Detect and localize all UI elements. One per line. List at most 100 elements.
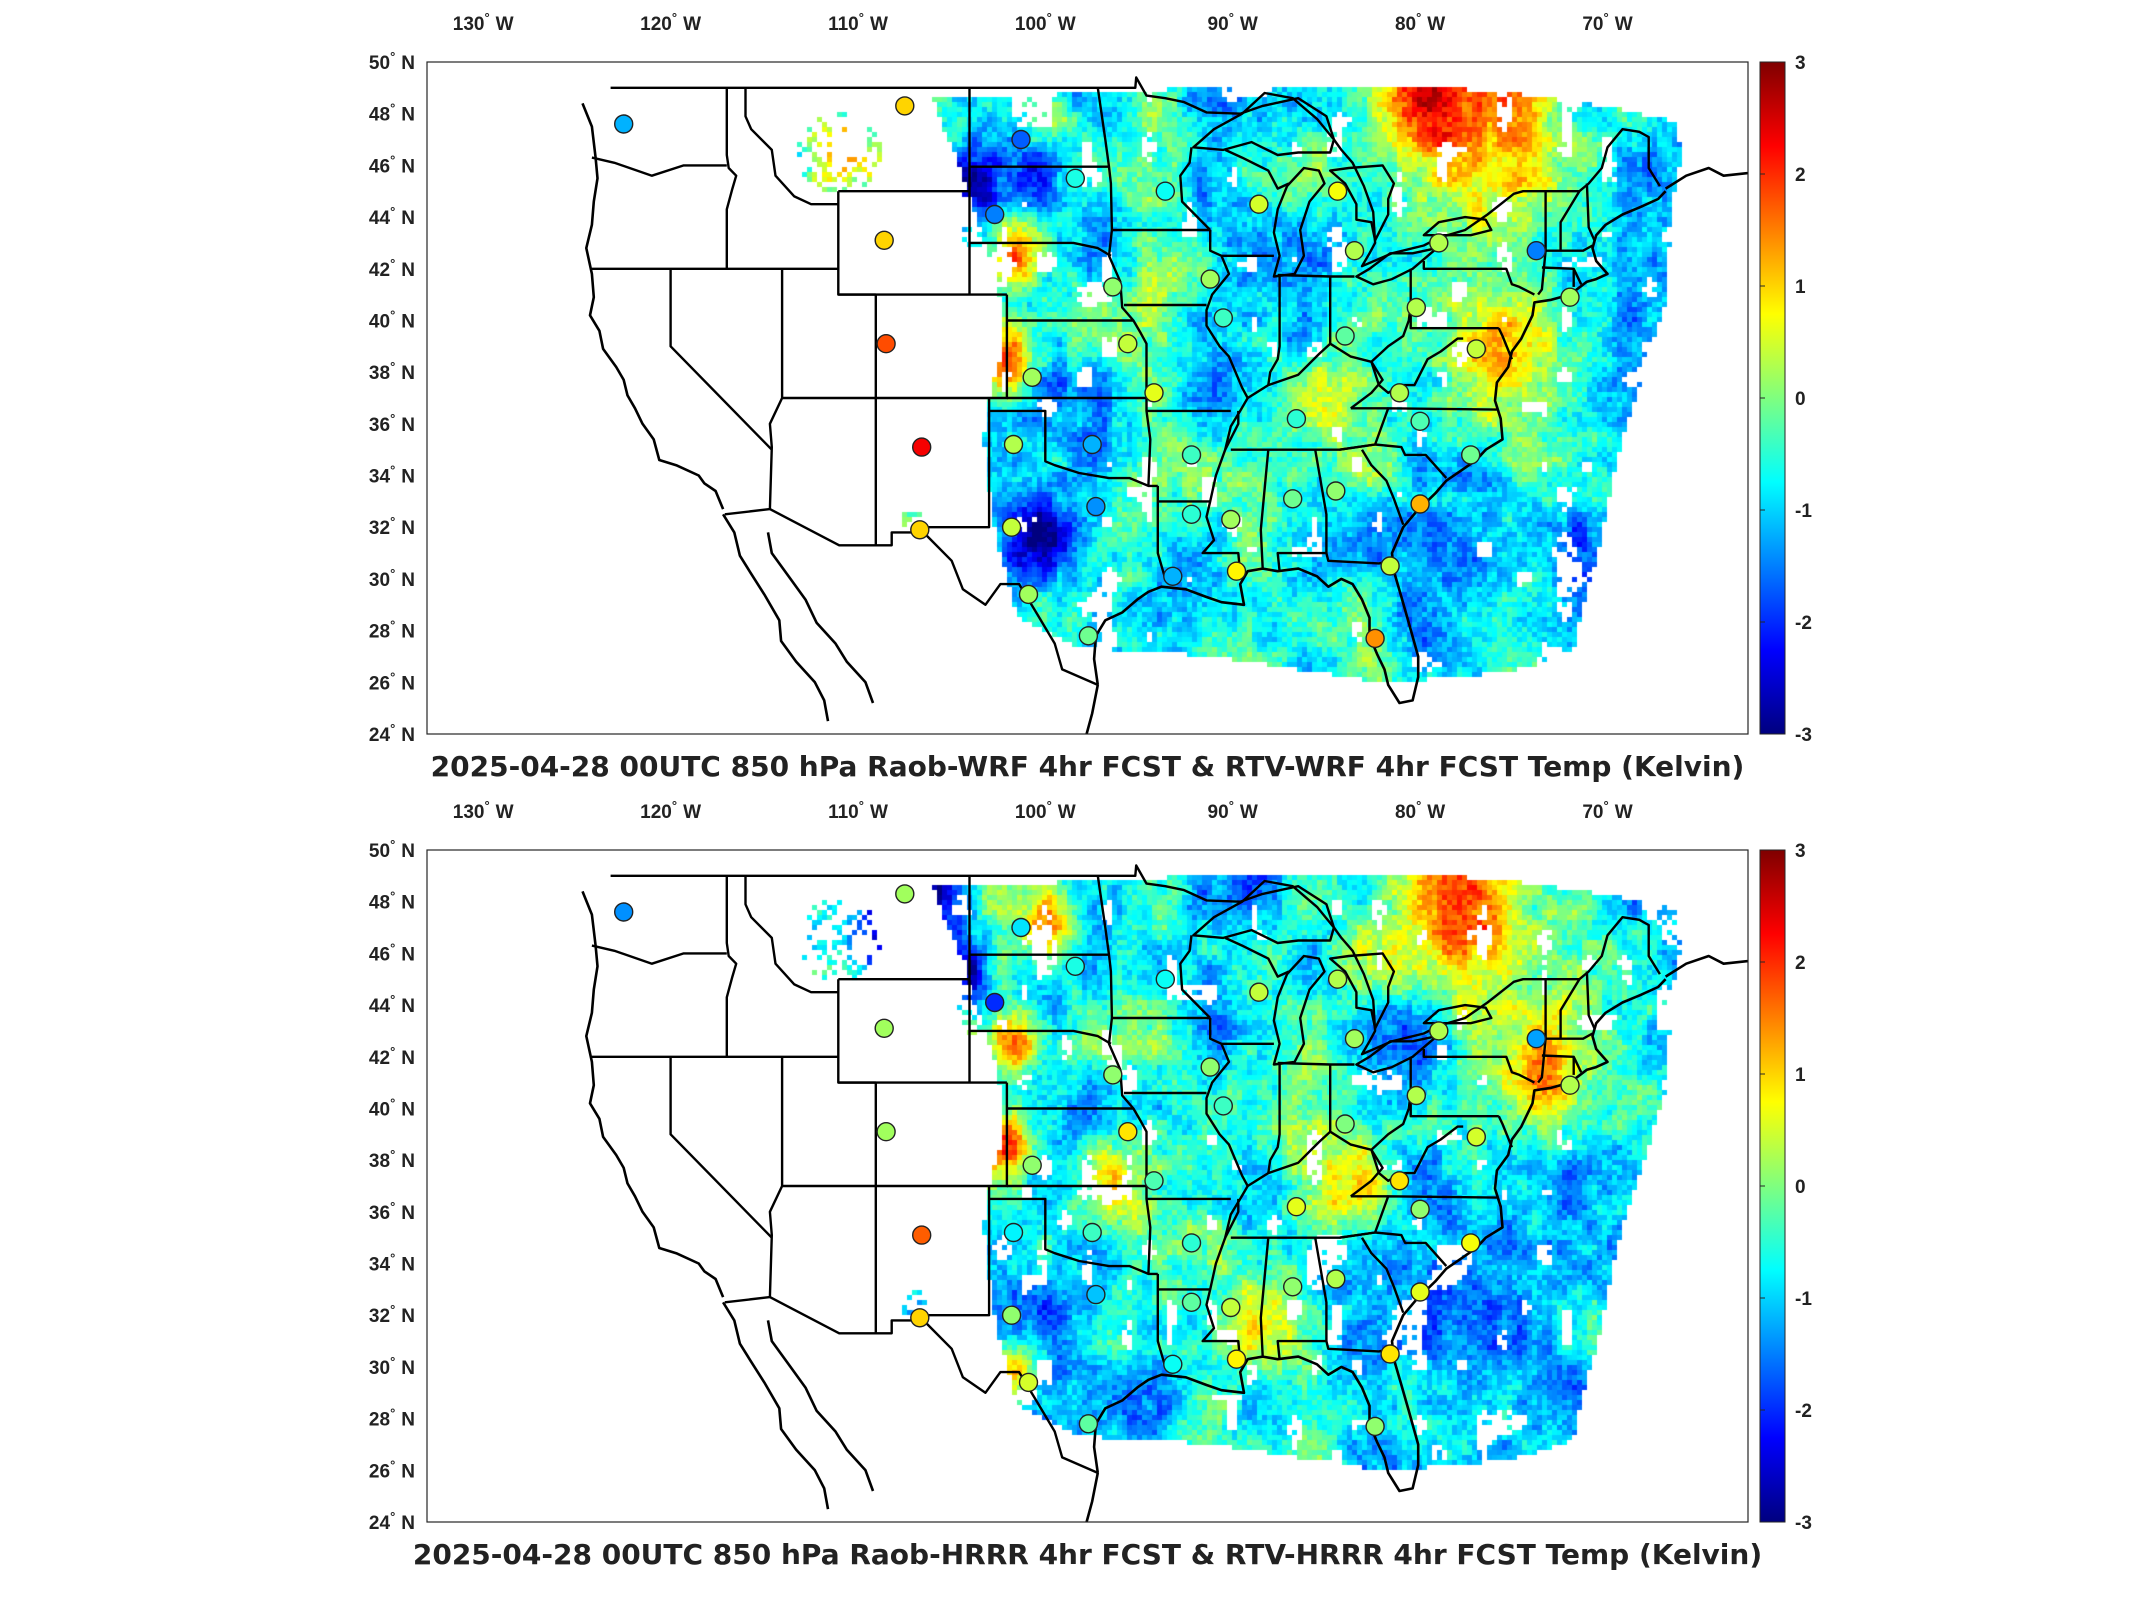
colorbar-tick-label: 3	[1795, 841, 1806, 862]
state-boundary	[1422, 1049, 1535, 1084]
raob-station-marker	[1429, 1021, 1449, 1041]
gulf-atlantic-coastline	[1092, 190, 1667, 705]
longitude-tick-label: 80° W	[1395, 10, 1445, 35]
state-boundary	[669, 1056, 773, 1239]
state-boundary	[1370, 304, 1412, 363]
raob-station-marker	[876, 1121, 896, 1142]
raob-station-marker	[912, 1225, 932, 1245]
raob-station-marker	[1365, 628, 1385, 649]
raob-station-marker	[1003, 1222, 1024, 1243]
raob-station-marker	[1466, 339, 1487, 359]
latitude-tick-label: 42° N	[369, 256, 415, 281]
raob-station-marker	[1001, 1305, 1022, 1325]
longitude-tick-label: 80° W	[1395, 798, 1445, 823]
raob-station-marker	[1344, 1028, 1365, 1049]
state-boundary	[1545, 244, 1594, 252]
great-lake-outline	[1192, 879, 1336, 945]
state-boundary	[1277, 1061, 1355, 1066]
state-boundary	[744, 87, 840, 206]
map-boundaries	[581, 76, 1748, 734]
raob-station-marker	[1526, 240, 1547, 261]
raob-station-marker	[874, 1018, 894, 1039]
great-lake-outline	[1272, 954, 1326, 1066]
colorbar-tick-label: -2	[1795, 1401, 1812, 1422]
latitude-tick-label: 48° N	[369, 101, 415, 126]
latitude-tick-label: 34° N	[369, 463, 415, 488]
state-boundary	[921, 1186, 991, 1317]
state-boundary	[1267, 1064, 1281, 1174]
great-lake-outline	[1422, 1003, 1493, 1025]
state-boundary	[1224, 936, 1290, 978]
raob-station-marker	[1335, 326, 1355, 346]
raob-station-marker	[1065, 168, 1086, 189]
raob-station-marker	[910, 1308, 930, 1328]
raob-station-marker	[1380, 1344, 1400, 1364]
raob-station-marker	[1082, 434, 1102, 455]
raob-station-marker	[1460, 445, 1481, 465]
colorbar-tick-label: 2	[1795, 165, 1806, 186]
state-boundary	[1559, 190, 1581, 251]
map-boundaries	[581, 864, 1748, 1522]
state-boundary	[1537, 979, 1547, 1084]
raob-stations	[614, 884, 1580, 1437]
state-boundary	[989, 1197, 1158, 1276]
raob-station-marker	[1022, 367, 1042, 387]
latitude-tick-label: 24° N	[369, 721, 415, 746]
canada-border	[610, 864, 1661, 1056]
state-boundary	[1350, 1149, 1384, 1198]
raob-station-marker	[1181, 445, 1202, 465]
state-boundary	[1339, 443, 1448, 479]
raob-station-marker	[1410, 1199, 1430, 1220]
maritimes-coastline	[1664, 166, 1748, 190]
state-boundary	[725, 875, 738, 1057]
longitude-tick-label: 130° W	[453, 10, 514, 35]
raob-station-marker	[1406, 1085, 1427, 1106]
state-boundary	[1585, 183, 1596, 241]
state-boundary	[1497, 327, 1514, 360]
longitude-tick-label: 70° W	[1582, 10, 1632, 35]
mexico-border	[724, 507, 1099, 687]
mexico-border	[724, 1295, 1099, 1475]
raob-station-marker	[985, 992, 1005, 1013]
state-boundary	[1497, 1115, 1514, 1148]
raob-station-marker	[1389, 1171, 1410, 1191]
mexico-coastline	[1085, 684, 1100, 734]
raob-station-marker	[912, 437, 932, 457]
state-boundary	[1360, 449, 1405, 526]
longitude-tick-label: 100° W	[1015, 10, 1076, 35]
state-boundary	[969, 241, 1112, 257]
state-boundary	[768, 268, 784, 510]
raob-station-marker	[1282, 1277, 1303, 1297]
state-boundary	[1537, 191, 1547, 296]
colorbar-tick-label: 0	[1795, 389, 1806, 410]
state-boundary	[921, 398, 991, 529]
raob-station-marker	[1410, 411, 1430, 431]
state-boundary	[744, 875, 840, 994]
raob-station-marker	[1213, 308, 1234, 328]
raob-station-marker	[1249, 982, 1269, 1002]
raob-station-marker	[614, 114, 634, 134]
raob-station-marker	[1078, 626, 1099, 646]
raob-station-marker	[1155, 181, 1176, 201]
state-boundary	[969, 1029, 1112, 1045]
colorbar-tick-label: -2	[1795, 613, 1812, 634]
state-boundary	[1277, 273, 1355, 278]
state-boundary	[591, 156, 727, 177]
colorbar-tick-label: 3	[1795, 53, 1806, 74]
raob-station-marker	[1344, 240, 1365, 261]
raob-station-marker	[876, 334, 896, 354]
longitude-tick-label: 120° W	[640, 798, 701, 823]
latitude-tick-label: 34° N	[369, 1251, 415, 1276]
colorbar-tick-label: 1	[1795, 277, 1806, 298]
colorbar-tick-label: 2	[1795, 953, 1806, 974]
raob-station-marker	[1410, 494, 1430, 514]
state-boundary	[669, 268, 773, 451]
raob-station-marker	[1380, 556, 1400, 576]
raob-stations	[614, 96, 1580, 649]
map-panel-2: 130° W 120° W 110° W 100° W 90° W 80° W 70° W 50° N 48° N…	[369, 798, 1812, 1571]
raob-station-marker	[1103, 277, 1123, 297]
state-boundary	[1156, 1273, 1167, 1368]
state-boundary	[768, 1056, 784, 1298]
latitude-tick-label: 44° N	[369, 204, 415, 229]
latitude-tick-label: 32° N	[369, 514, 415, 539]
